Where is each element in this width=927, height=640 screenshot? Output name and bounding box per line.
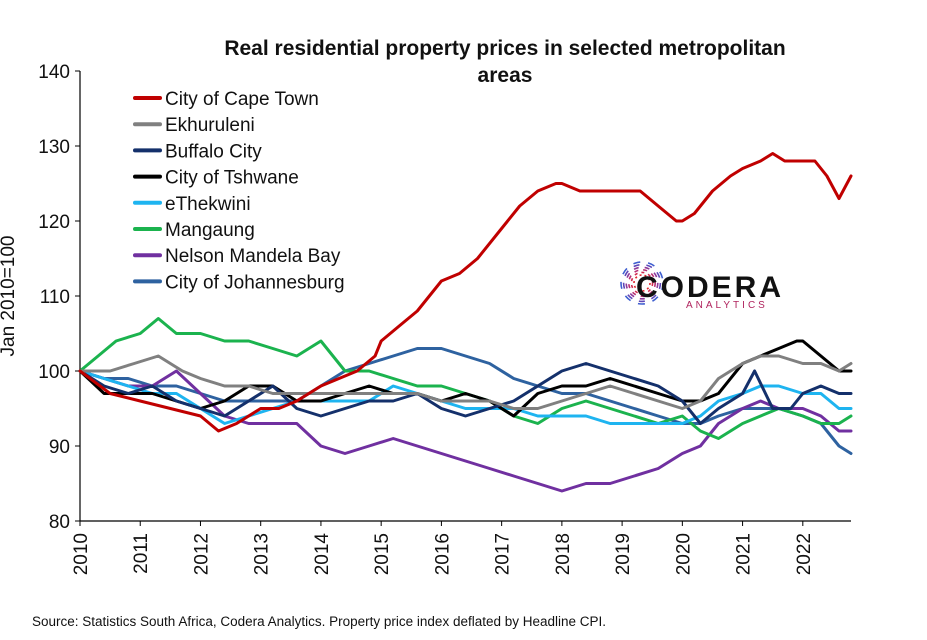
legend-label: City of Johannesburg <box>165 272 345 293</box>
series-line-7 <box>78 347 853 455</box>
y-tick-label: 110 <box>40 287 70 308</box>
x-tick-label: 2014 <box>312 533 333 576</box>
series-line-0 <box>78 152 853 433</box>
x-tick-label: 2018 <box>553 533 574 575</box>
legend-label: Ekhuruleni <box>165 115 255 136</box>
logo-tagline: ANALYTICS <box>686 300 768 311</box>
legend-label: eThekwini <box>165 194 251 215</box>
x-tick-label: 2017 <box>493 533 514 575</box>
x-tick-label: 2022 <box>794 533 815 575</box>
x-tick-label: 2019 <box>613 533 634 575</box>
x-tick-label: 2011 <box>131 533 152 574</box>
legend-label: Nelson Mandela Bay <box>165 246 341 267</box>
y-tick-label: 140 <box>38 62 70 83</box>
y-tick-label: 130 <box>38 137 70 158</box>
legend-label: City of Tshwane <box>165 168 299 189</box>
series-line-5 <box>78 317 853 440</box>
axes: 80 90 100 110 120 130 140 2010 2011 2012 2013 2014 2… <box>38 62 851 575</box>
legend: City of Cape Town Ekhuruleni Buffalo City C… <box>133 89 345 293</box>
logo-ring <box>620 261 664 305</box>
legend-label: Buffalo City <box>165 141 262 162</box>
series-line-1 <box>78 354 853 410</box>
legend-label: Mangaung <box>165 220 255 241</box>
logo-ring <box>627 268 656 297</box>
x-tick-label: 2021 <box>734 533 755 575</box>
logo-ring <box>633 274 651 292</box>
y-tick-label: 120 <box>38 212 70 233</box>
x-tick-label: 2013 <box>252 533 273 575</box>
series-line-6 <box>78 369 853 493</box>
codera-logo-mark <box>620 261 664 305</box>
logo-ring <box>625 266 659 300</box>
y-tick-label: 80 <box>49 512 70 533</box>
y-tick-label: 90 <box>49 437 70 458</box>
chart-title-line-1: Real residential property prices in sele… <box>224 37 785 60</box>
x-tick-label: 2015 <box>372 533 393 575</box>
y-tick-label: 100 <box>38 362 70 383</box>
logo-name: CODERA <box>636 271 784 304</box>
x-tick-label: 2012 <box>191 533 212 575</box>
x-tick-label: 2020 <box>673 533 694 575</box>
legend-label: City of Cape Town <box>165 89 319 110</box>
source-note: Source: Statistics South Africa, Codera … <box>32 614 607 629</box>
chart-title-line-2: areas <box>478 64 533 87</box>
logo-ring <box>622 263 662 303</box>
series-lines <box>78 152 853 493</box>
x-tick-label: 2016 <box>432 533 453 575</box>
codera-logo: CODERA ANALYTICS <box>620 261 784 311</box>
y-axis-label: Jan 2010=100 <box>0 236 19 357</box>
logo-ring <box>630 271 654 295</box>
x-tick-label: 2010 <box>71 533 92 575</box>
